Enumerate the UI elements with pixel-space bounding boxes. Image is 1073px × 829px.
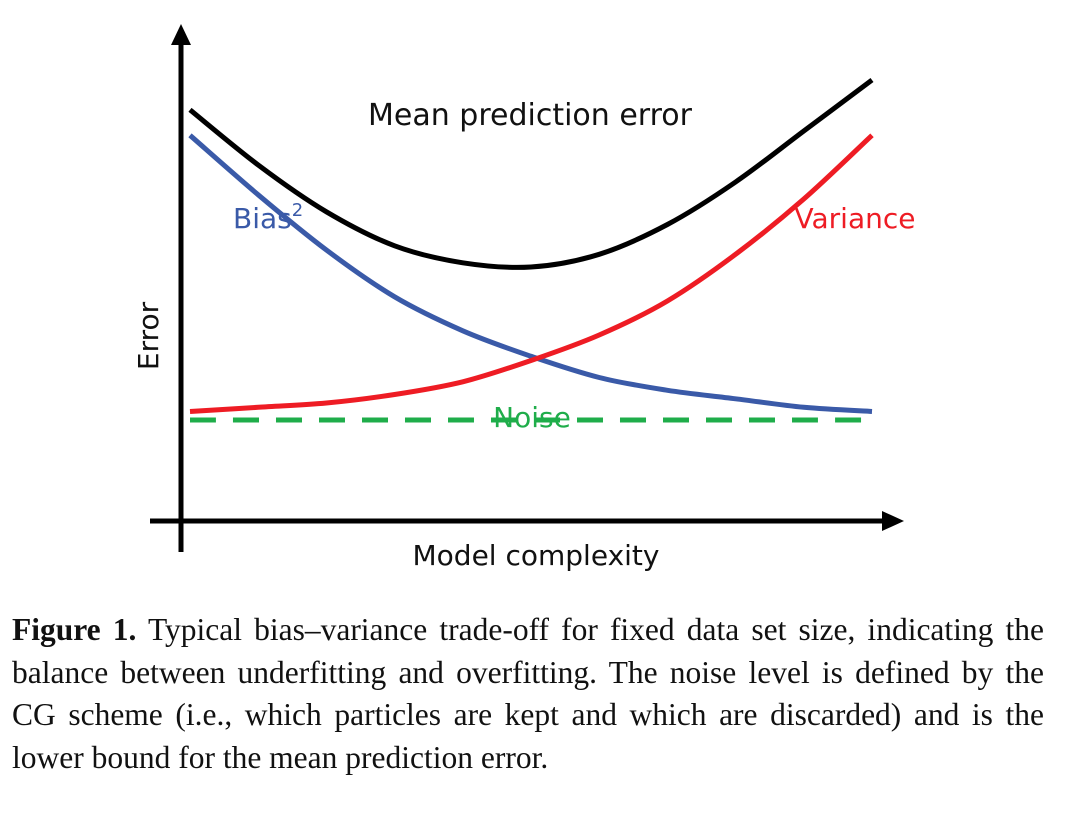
bias-label-text: Bias bbox=[233, 202, 292, 235]
bias-variance-chart: Mean prediction error Bias2 Variance Noi… bbox=[132, 24, 916, 572]
series-line-variance bbox=[189, 133, 874, 414]
series-line-mean-error bbox=[188, 77, 874, 270]
x-axis-arrowhead bbox=[882, 511, 904, 531]
series-label-variance: Variance bbox=[795, 202, 916, 235]
figure-caption: Figure 1. Typical bias–variance trade-of… bbox=[12, 609, 1044, 779]
chart-axes bbox=[150, 24, 904, 552]
x-axis-label: Model complexity bbox=[413, 539, 660, 572]
bias-label-superscript: 2 bbox=[292, 200, 303, 221]
figure-caption-text: Typical bias–variance trade-off for fixe… bbox=[12, 612, 1045, 775]
series-label-noise: Noise bbox=[493, 401, 571, 434]
series-lines bbox=[188, 77, 874, 423]
figure-caption-label: Figure 1. bbox=[12, 612, 137, 647]
y-axis-label: Error bbox=[132, 301, 165, 370]
y-axis-arrowhead bbox=[171, 24, 191, 45]
series-label-mean-error: Mean prediction error bbox=[368, 98, 693, 133]
series-line-bias bbox=[188, 133, 873, 414]
series-label-bias: Bias2 bbox=[233, 200, 303, 235]
